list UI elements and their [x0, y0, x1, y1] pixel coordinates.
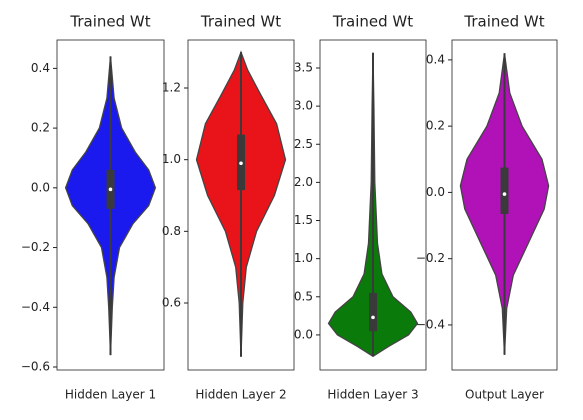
box: [500, 167, 509, 214]
y-tick-label: 3.5: [294, 60, 313, 74]
y-tick-label: 0.0: [426, 185, 445, 199]
x-tick-label: Output Layer: [465, 388, 544, 402]
median: [371, 315, 375, 320]
y-tick-label: 0.5: [294, 289, 313, 303]
x-tick-label: Hidden Layer 3: [327, 388, 418, 402]
axes-frame: [319, 39, 427, 371]
y-tick-label: 1.2: [162, 81, 181, 95]
y-tick-label: −0.2: [21, 240, 50, 254]
y-tick-label: 1.5: [294, 213, 313, 227]
y-tick-label: 2.5: [294, 137, 313, 151]
y-tick-label: 0.8: [162, 224, 181, 238]
axes-frame: [187, 39, 295, 371]
y-tick-label: 1.0: [294, 251, 313, 265]
box: [369, 292, 377, 332]
x-tick-label: Hidden Layer 2: [195, 388, 286, 402]
y-tick-label: 0.2: [31, 121, 50, 135]
y-tick-label: 0.4: [31, 61, 50, 75]
y-tick-label: 0.6: [162, 295, 181, 309]
chart-title: Trained Wt: [200, 13, 281, 31]
chart-title: Trained Wt: [69, 13, 150, 31]
y-tick-label: 0.0: [31, 180, 50, 194]
y-tick-label: −0.6: [21, 360, 50, 374]
median: [239, 161, 243, 166]
y-tick-label: −0.2: [416, 251, 445, 265]
median: [108, 187, 113, 192]
y-tick-label: 3.0: [294, 99, 313, 113]
median: [502, 192, 507, 196]
axes-frame: [56, 39, 165, 371]
y-tick-label: 0.2: [426, 119, 445, 133]
y-tick-label: 0.4: [426, 52, 445, 66]
y-tick-label: −0.4: [21, 300, 50, 314]
y-tick-label: 0.0: [294, 327, 313, 341]
y-tick-label: 2.0: [294, 175, 313, 189]
chart-title: Trained Wt: [332, 13, 413, 31]
axes-frame: [451, 39, 558, 371]
y-tick-label: −0.4: [416, 317, 445, 331]
y-tick-label: 1.0: [162, 152, 181, 166]
x-tick-label: Hidden Layer 1: [65, 388, 156, 402]
chart-title: Trained Wt: [463, 13, 544, 31]
